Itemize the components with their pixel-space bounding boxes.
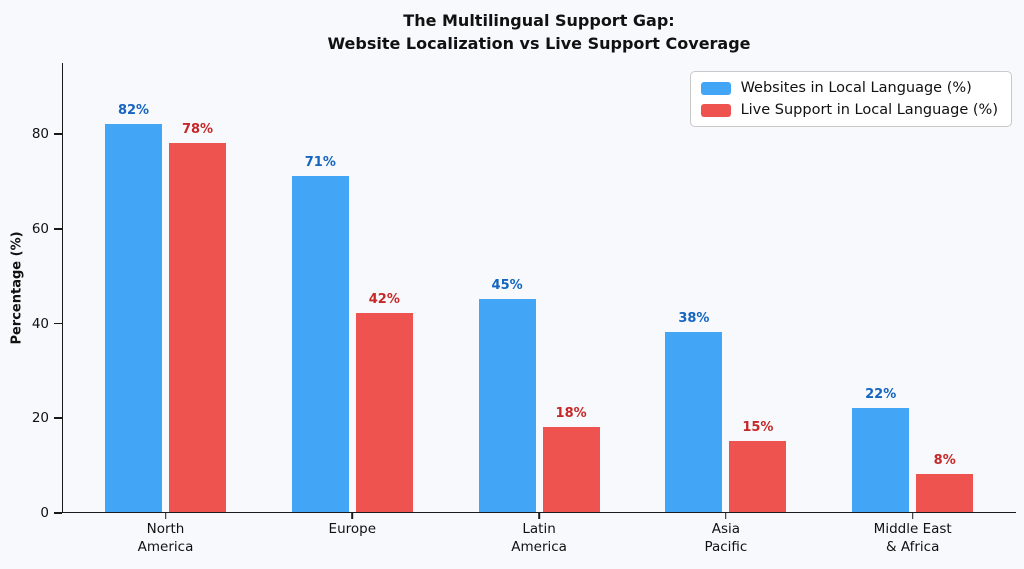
- legend: Websites in Local Language (%) Live Suppo…: [689, 71, 1012, 127]
- x-tick-label: Asia Pacific: [704, 521, 748, 555]
- x-tick-mark: [351, 513, 354, 519]
- bar-value-label: 78%: [181, 121, 214, 137]
- bar-websites: [852, 407, 910, 512]
- bar-websites: [665, 332, 723, 512]
- bar-value-label: 45%: [491, 277, 523, 293]
- bar-live-support: [355, 313, 413, 512]
- y-tick-mark: [54, 133, 62, 135]
- y-tick-mark: [54, 227, 62, 230]
- bar-value-label: 42%: [368, 292, 400, 308]
- bar-value-label: 22%: [865, 386, 897, 402]
- bar-value-label: 15%: [742, 419, 774, 435]
- bar-websites: [478, 298, 536, 512]
- chart-title: The Multilingual Support Gap: Website Lo…: [327, 11, 751, 54]
- bar-live-support: [542, 426, 600, 512]
- y-tick-label: 60: [31, 220, 49, 237]
- x-tick-mark: [538, 513, 540, 519]
- x-tick-label: Middle East & Africa: [873, 521, 952, 555]
- legend-swatch-live-support: [700, 103, 731, 117]
- bar-value-label: 82%: [117, 102, 150, 118]
- bar-value-label: 8%: [933, 453, 956, 469]
- bar-live-support: [729, 440, 787, 512]
- y-tick-mark: [54, 512, 62, 514]
- legend-item: Live Support in Local Language (%): [700, 102, 998, 118]
- legend-label: Live Support in Local Language (%): [740, 102, 998, 118]
- legend-swatch-websites: [700, 81, 731, 95]
- y-axis-label: Percentage (%): [9, 231, 25, 345]
- bar-websites: [105, 123, 162, 512]
- x-tick-mark: [725, 513, 727, 519]
- bar-live-support: [169, 142, 226, 512]
- y-tick-label: 40: [31, 315, 49, 332]
- bar-value-label: 18%: [555, 405, 587, 421]
- legend-label: Websites in Local Language (%): [740, 80, 972, 96]
- bar-value-label: 71%: [304, 154, 336, 170]
- bar-value-label: 38%: [678, 311, 710, 326]
- x-tick-mark: [164, 513, 167, 519]
- y-tick-label: 0: [40, 505, 49, 521]
- bar-websites: [291, 175, 349, 512]
- bar-live-support: [916, 474, 974, 512]
- plot-area: 82% 78% 71% 42% 45% 18% 38% 15% 22% 8% 0 20 40 60 80 …: [32, 63, 1016, 555]
- legend-item: Websites in Local Language (%): [700, 80, 998, 96]
- x-tick-mark: [911, 513, 914, 519]
- y-tick-label: 80: [31, 126, 49, 143]
- x-tick-label: Europe: [328, 521, 377, 537]
- x-tick-label: North America: [137, 521, 194, 555]
- y-tick-mark: [54, 417, 62, 420]
- x-tick-label: Latin America: [511, 521, 567, 555]
- y-tick-label: 20: [31, 410, 49, 427]
- y-tick-mark: [54, 322, 62, 325]
